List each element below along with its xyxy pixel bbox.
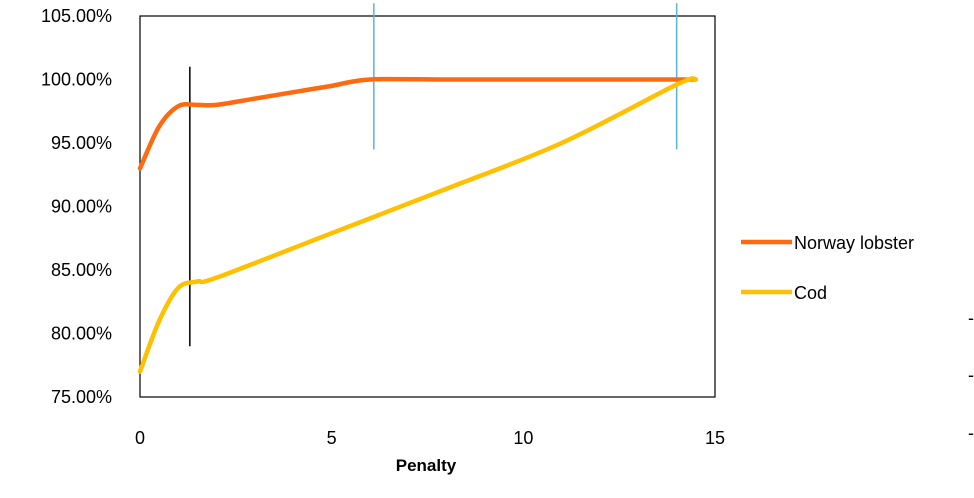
legend-label: Cod — [794, 283, 827, 303]
x-tick-label: 15 — [705, 428, 725, 448]
reference-lines — [189, 3, 678, 347]
y-tick-label: 100.00% — [41, 70, 112, 90]
legend-cutoff-mark: - — [968, 308, 974, 328]
series-lines — [137, 76, 699, 374]
y-tick-label: 105.00% — [41, 6, 112, 26]
legend-cutoff-mark: - — [968, 423, 974, 443]
y-tick-label: 85.00% — [51, 260, 112, 280]
legend-label: Norway lobster — [794, 233, 914, 253]
series-line-cod — [137, 76, 699, 374]
y-tick-label: 95.00% — [51, 133, 112, 153]
y-tick-label: 80.00% — [51, 324, 112, 344]
legend: Norway lobster Cod - - - — [741, 233, 974, 443]
plot-area-frame — [139, 15, 716, 398]
x-axis-ticks: 0 5 10 15 — [135, 428, 725, 448]
x-axis-title: Penalty — [396, 456, 457, 475]
y-tick-label: 90.00% — [51, 197, 112, 217]
y-tick-label: 75.00% — [51, 387, 112, 407]
x-tick-label: 10 — [513, 428, 533, 448]
y-axis-ticks: 75.00% 80.00% 85.00% 90.00% 95.00% 100.00% 105… — [41, 6, 112, 407]
x-tick-label: 5 — [327, 428, 337, 448]
series-line-norway-lobster — [137, 76, 699, 171]
legend-cutoff-mark: - — [968, 365, 974, 385]
x-tick-label: 0 — [135, 428, 145, 448]
